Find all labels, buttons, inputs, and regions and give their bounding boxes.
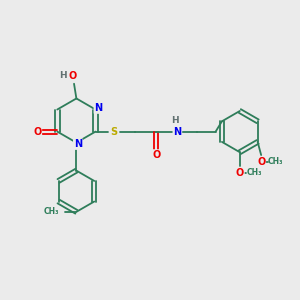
Text: N: N <box>173 127 181 136</box>
Text: O: O <box>33 127 41 136</box>
Text: O: O <box>257 157 265 166</box>
Text: H: H <box>59 71 67 80</box>
Text: CH₃: CH₃ <box>268 157 283 166</box>
Text: O: O <box>68 70 77 80</box>
Text: S: S <box>110 127 117 136</box>
Text: H: H <box>171 116 179 125</box>
Text: O: O <box>236 168 244 178</box>
Text: CH₃: CH₃ <box>246 168 262 177</box>
Text: CH₃: CH₃ <box>44 207 60 216</box>
Text: N: N <box>74 139 82 149</box>
Text: O: O <box>152 150 160 160</box>
Text: N: N <box>94 103 103 113</box>
